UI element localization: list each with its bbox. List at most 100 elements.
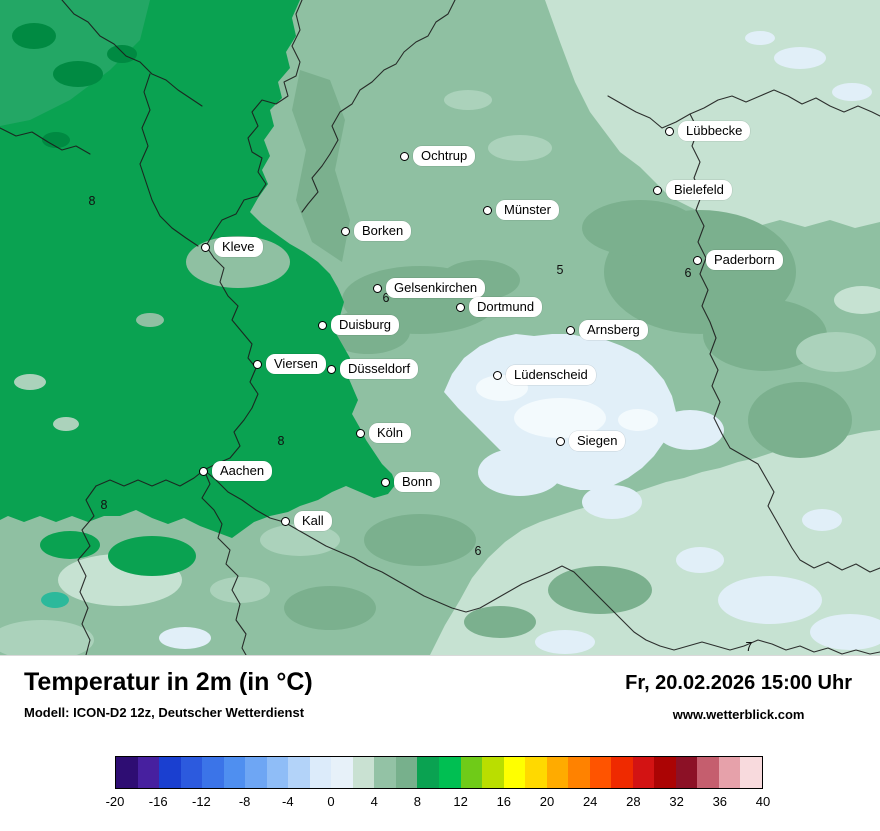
legend-tick-label: 16 xyxy=(496,794,512,809)
footer-left: Temperatur in 2m (in °C) Modell: ICON-D2… xyxy=(24,668,313,720)
city-label: Köln xyxy=(369,423,412,443)
legend-color-segment xyxy=(697,757,719,788)
temperature-value: 6 xyxy=(684,266,692,280)
legend-color-segment xyxy=(245,757,267,788)
legend-color-segment xyxy=(266,757,289,788)
legend-tick-labels: -20 -16 -12 -8 -4 0 4 8 12 16 20 24 28 32 36 40 xyxy=(106,794,771,812)
legend-tick-label: 20 xyxy=(539,794,555,809)
legend-tick-label: -12 xyxy=(191,794,211,809)
mint-patch xyxy=(53,417,79,431)
mint-patch xyxy=(444,90,492,110)
city-dot-icon xyxy=(483,206,492,215)
legend-color-segment xyxy=(503,757,526,788)
city-dot-icon xyxy=(199,467,208,476)
legend-color-segment xyxy=(632,757,655,788)
deep-green-patch xyxy=(107,45,137,63)
forecast-datetime: Fr, 20.02.2026 15:00 Uhr xyxy=(625,672,852,694)
pale-patch xyxy=(478,448,562,496)
legend-tick-label: 12 xyxy=(453,794,468,809)
legend-color-segment xyxy=(546,757,569,788)
pale-patch xyxy=(656,410,724,450)
sage-patch xyxy=(464,606,536,638)
legend-colorbar xyxy=(115,756,763,789)
city-label: Aachen xyxy=(212,461,273,481)
city-label: Lüdenscheid xyxy=(506,365,596,385)
mint-patch xyxy=(834,286,880,314)
city-dot-icon xyxy=(318,321,327,330)
temperature-value: 6 xyxy=(474,544,482,558)
temperature-value: 8 xyxy=(277,434,285,448)
legend-tick-label: 40 xyxy=(755,794,771,809)
sage-patch xyxy=(582,200,698,256)
pale-patch xyxy=(774,47,826,69)
pale-patch xyxy=(718,576,822,624)
temperature-value: 8 xyxy=(100,498,108,512)
sage-patch-kleve xyxy=(186,236,290,288)
pale-patch xyxy=(802,509,842,531)
legend-color-segment xyxy=(137,757,160,788)
city-dot-icon xyxy=(400,152,409,161)
legend-color-segment xyxy=(374,757,396,788)
deep-green-patch xyxy=(12,23,56,49)
footer-right: Fr, 20.02.2026 15:00 Uhr www.wetterblick… xyxy=(625,668,852,722)
legend-tick-label: 28 xyxy=(626,794,641,809)
green-patch xyxy=(108,536,196,576)
temperature-map: 8 5 6 6 8 8 6 7 Lübbecke Ochtrup Bielefeld Münster… xyxy=(0,0,880,655)
website-url: www.wetterblick.com xyxy=(672,707,805,722)
legend-tick-label: 4 xyxy=(370,794,378,809)
legend-color-segment xyxy=(223,757,246,788)
city-dot-icon xyxy=(556,437,565,446)
legend-color-segment xyxy=(675,757,698,788)
white-patch xyxy=(514,398,606,438)
legend-color-segment xyxy=(288,757,310,788)
legend-color-segment xyxy=(482,757,504,788)
model-info: Modell: ICON-D2 12z, Deutscher Wetterdie… xyxy=(24,705,305,720)
city-label: Borken xyxy=(354,221,412,241)
pale-patch xyxy=(832,83,872,101)
city-label: Bielefeld xyxy=(666,180,732,200)
legend-color-segment xyxy=(309,757,332,788)
mint-patch xyxy=(488,135,552,161)
footer-text-row: Temperatur in 2m (in °C) Modell: ICON-D2… xyxy=(0,656,880,722)
legend-color-segment xyxy=(589,757,612,788)
pale-patch xyxy=(676,547,724,573)
deep-green-patch xyxy=(53,61,103,87)
pale-patch xyxy=(810,614,880,650)
city-dot-icon xyxy=(356,429,365,438)
legend-tick-label: 0 xyxy=(327,794,335,809)
city-dot-icon xyxy=(665,127,674,136)
city-label: Düsseldorf xyxy=(340,359,419,379)
city-dot-icon xyxy=(493,371,502,380)
legend-color-segment xyxy=(654,757,676,788)
page-title: Temperatur in 2m (in °C) xyxy=(24,668,313,696)
city-dot-icon xyxy=(456,303,465,312)
city-label: Gelsenkirchen xyxy=(386,278,486,298)
city-dot-icon xyxy=(566,326,575,335)
sage-patch xyxy=(703,299,827,371)
city-dot-icon xyxy=(653,186,662,195)
city-label: Ochtrup xyxy=(413,146,476,166)
legend-color-segment xyxy=(159,757,181,788)
city-label: Münster xyxy=(496,200,559,220)
legend-color-segment xyxy=(611,757,633,788)
legend-color-segment xyxy=(568,757,590,788)
temperature-value: 7 xyxy=(745,640,753,654)
mint-patch xyxy=(210,577,270,603)
city-dot-icon xyxy=(341,227,350,236)
temperature-value: 8 xyxy=(88,194,96,208)
sage-band-west xyxy=(292,70,350,262)
city-dot-icon xyxy=(281,517,290,526)
legend-tick-label: -4 xyxy=(282,794,294,809)
city-label: Dortmund xyxy=(469,297,543,317)
temperature-field-graphic xyxy=(0,0,880,655)
deep-green-patch xyxy=(42,132,70,148)
legend-tick-label: -20 xyxy=(105,794,125,809)
temperature-legend: -20 -16 -12 -8 -4 0 4 8 12 16 20 24 28 32 36 40 xyxy=(106,756,771,812)
city-dot-icon xyxy=(253,360,262,369)
teal-patch xyxy=(41,592,69,608)
mint-patch xyxy=(0,620,94,655)
city-label: Kleve xyxy=(214,237,263,257)
city-label: Arnsberg xyxy=(579,320,648,340)
legend-tick-label: -8 xyxy=(238,794,251,809)
temperature-value: 6 xyxy=(382,291,390,305)
